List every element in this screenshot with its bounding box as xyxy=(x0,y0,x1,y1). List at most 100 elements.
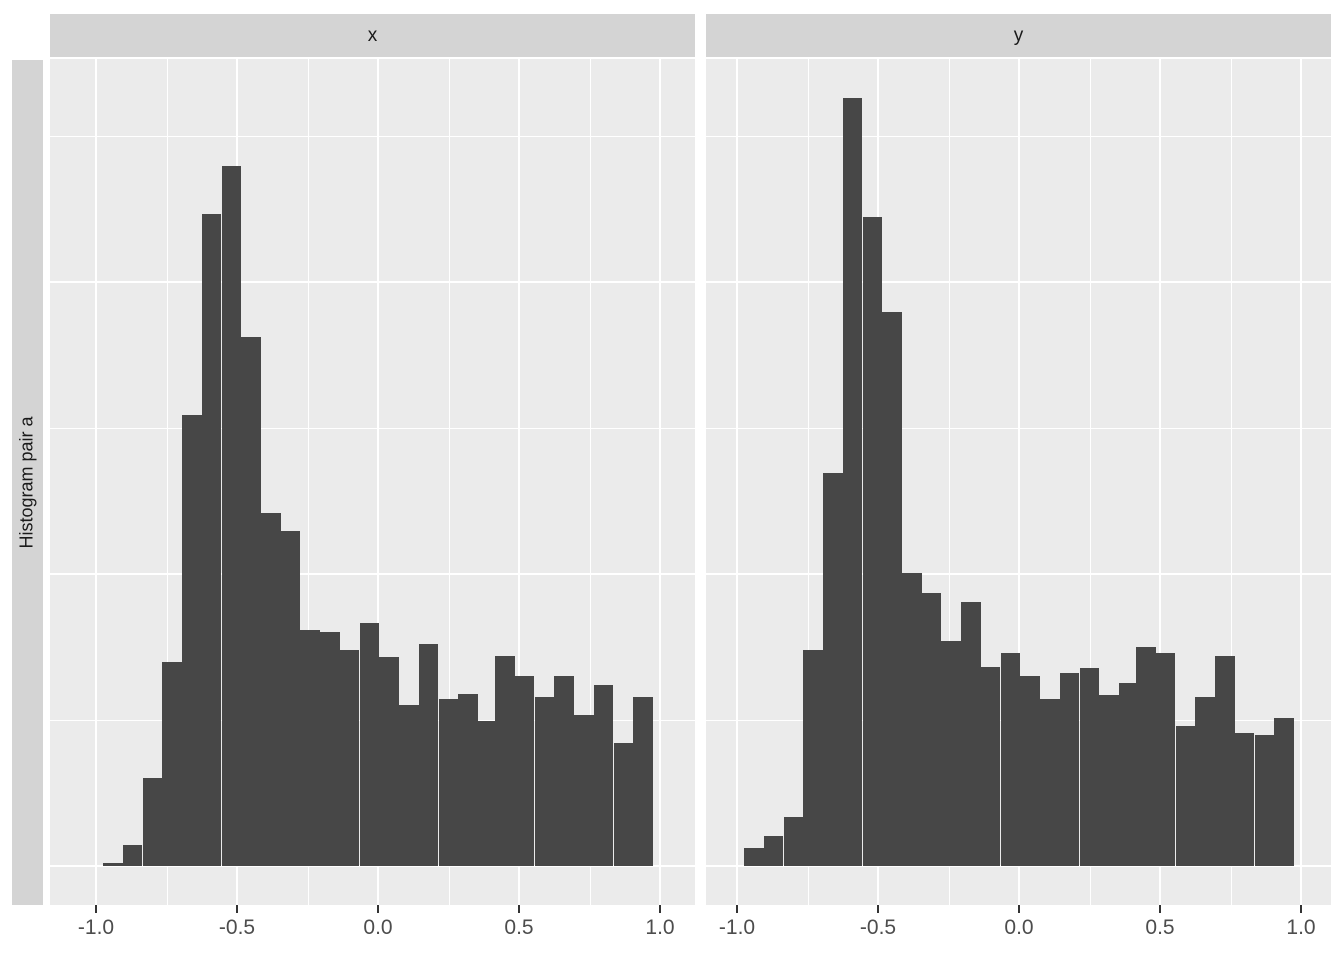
histogram-bar xyxy=(399,705,419,866)
x-axis-tick-label: 0.5 xyxy=(1145,916,1175,939)
v-gridline-minor xyxy=(1230,59,1232,905)
x-axis-tick-label: -0.5 xyxy=(859,916,897,939)
v-gridline-major xyxy=(659,59,661,905)
histogram-bar xyxy=(221,166,242,866)
histogram-bar xyxy=(574,715,594,866)
histogram-bar xyxy=(1079,668,1100,866)
histogram-bar xyxy=(613,743,634,866)
x-axis-tick xyxy=(877,905,879,913)
histogram-bar xyxy=(182,415,202,866)
histogram-bar xyxy=(1020,676,1040,866)
histogram-bar xyxy=(379,657,399,866)
histogram-bar xyxy=(478,721,498,866)
v-gridline-major xyxy=(1159,59,1161,905)
v-gridline-major xyxy=(377,59,379,905)
histogram-bar xyxy=(359,623,380,866)
x-axis-tick xyxy=(659,905,661,913)
histogram-bar xyxy=(438,699,459,866)
histogram-bar xyxy=(593,685,614,866)
x-axis-tick-label: -0.5 xyxy=(218,916,256,939)
facet-col-label-x: x xyxy=(367,24,378,46)
histogram-bar xyxy=(980,667,1001,866)
x-axis-tick-label: 1.0 xyxy=(645,916,675,939)
histogram-bar xyxy=(882,312,902,866)
facet-row-label: Histogram pair a xyxy=(17,416,38,549)
panel-facet-y xyxy=(706,59,1331,905)
histogram-bar xyxy=(534,697,555,866)
histogram-bar xyxy=(862,217,883,866)
histogram-bar xyxy=(633,697,653,866)
v-gridline-minor xyxy=(448,59,450,905)
v-gridline-major xyxy=(1300,59,1302,905)
histogram-bar xyxy=(261,513,281,866)
histogram-bar xyxy=(495,656,515,866)
histogram-bar xyxy=(1195,697,1215,866)
x-axis-tick xyxy=(736,905,738,913)
h-gridline-minor xyxy=(50,428,695,429)
histogram-bar xyxy=(1000,653,1021,866)
v-gridline-minor xyxy=(166,59,168,905)
x-axis-tick-label: -1.0 xyxy=(77,916,115,939)
facet-col-strip-x: x xyxy=(50,14,695,57)
histogram-bar xyxy=(1099,695,1119,866)
histogram-bar xyxy=(744,848,764,866)
x-axis-tick xyxy=(1300,905,1302,913)
x-axis-tick xyxy=(518,905,520,913)
facet-col-strip-y: y xyxy=(706,14,1331,57)
histogram-bar xyxy=(803,650,823,866)
v-gridline-minor xyxy=(948,59,950,905)
histogram-bar xyxy=(961,602,981,866)
histogram-bar xyxy=(921,593,942,866)
histogram-bar xyxy=(763,836,784,866)
histogram-bar xyxy=(514,676,535,866)
v-gridline-minor xyxy=(1089,59,1091,905)
facet-col-label-y: y xyxy=(1013,24,1024,46)
x-axis-tick xyxy=(95,905,97,913)
histogram-bar xyxy=(1155,653,1176,866)
histogram-bar xyxy=(458,694,478,866)
x-axis-tick-label: 0.0 xyxy=(1004,916,1034,939)
h-gridline-major xyxy=(50,865,695,867)
histogram-bar xyxy=(241,337,261,866)
histogram-bar xyxy=(1136,647,1156,866)
v-gridline-minor xyxy=(589,59,591,905)
facet-row-strip: Histogram pair a xyxy=(12,60,43,905)
histogram-bar xyxy=(418,644,439,866)
x-axis-tick-label: 1.0 xyxy=(1286,916,1316,939)
histogram-bar xyxy=(1234,733,1255,866)
x-axis-tick xyxy=(1159,905,1161,913)
histogram-bar xyxy=(902,573,922,866)
histogram-bar xyxy=(1254,735,1275,866)
histogram-bar xyxy=(142,778,163,866)
x-axis-tick-label: 0.5 xyxy=(504,916,534,939)
h-gridline-major xyxy=(50,281,695,283)
histogram-bar xyxy=(201,214,222,866)
x-axis-tick xyxy=(236,905,238,913)
histogram-bar xyxy=(320,632,340,866)
v-gridline-minor xyxy=(807,59,809,905)
histogram-bar xyxy=(842,98,863,866)
histogram-bar xyxy=(1215,656,1235,866)
histogram-bar xyxy=(300,630,320,866)
histogram-bar xyxy=(1274,718,1294,866)
h-gridline-major xyxy=(50,573,695,575)
x-axis-tick-label: 0.0 xyxy=(363,916,393,939)
histogram-bar xyxy=(280,531,301,866)
histogram-bar xyxy=(122,845,143,866)
histogram-bar xyxy=(554,676,574,866)
histogram-bar xyxy=(1119,683,1139,866)
histogram-bar xyxy=(823,473,843,866)
v-gridline-major xyxy=(518,59,520,905)
histogram-bar xyxy=(783,817,804,866)
h-gridline-minor xyxy=(50,136,695,137)
v-gridline-minor xyxy=(307,59,309,905)
histogram-bar xyxy=(941,641,961,866)
x-axis-tick xyxy=(377,905,379,913)
histogram-bar xyxy=(339,650,360,866)
panel-facet-x xyxy=(50,59,695,905)
histogram-bar xyxy=(162,662,182,866)
v-gridline-major xyxy=(1018,59,1020,905)
histogram-bar xyxy=(1040,699,1060,866)
histogram-bar xyxy=(1175,726,1196,866)
